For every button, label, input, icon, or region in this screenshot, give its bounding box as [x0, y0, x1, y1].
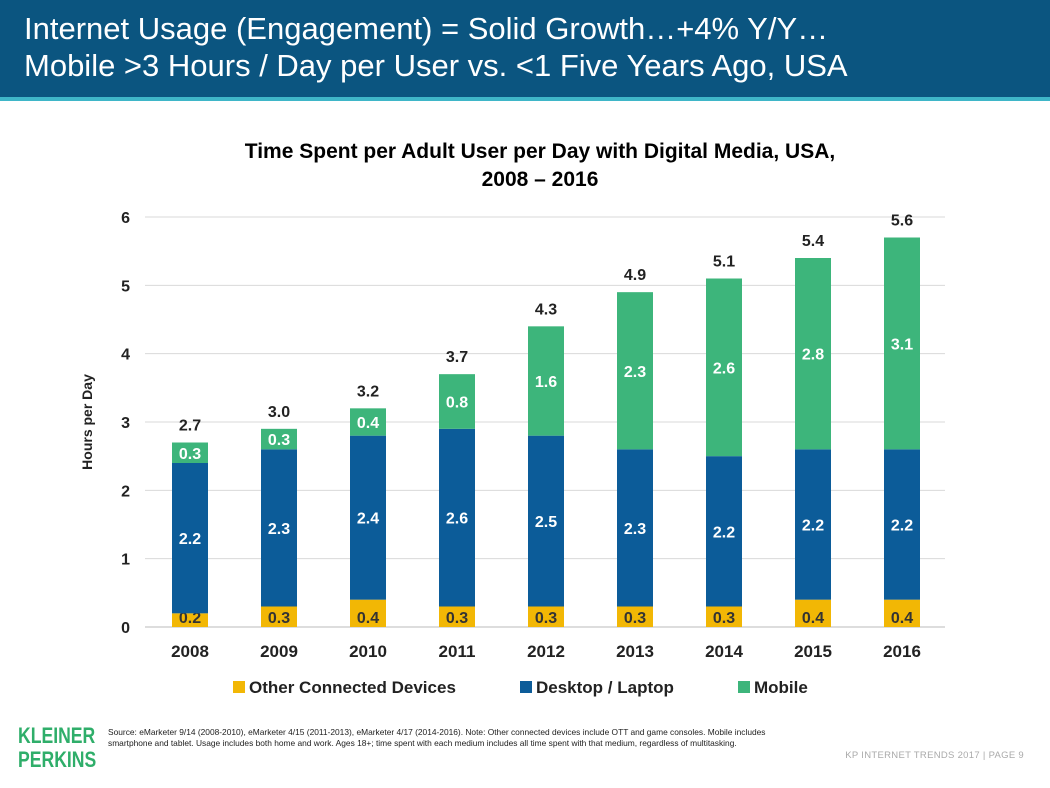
y-tick-label: 0	[121, 620, 130, 637]
data-label: 2.2	[179, 531, 201, 548]
data-label: 2.4	[357, 511, 379, 528]
total-label: 2.7	[179, 418, 201, 435]
slide-title-line1: Internet Usage (Engagement) = Solid Grow…	[24, 11, 829, 46]
data-label: 0.4	[891, 610, 913, 627]
y-tick-label: 2	[121, 483, 130, 500]
data-label: 0.8	[446, 395, 468, 412]
data-label: 0.4	[357, 415, 379, 432]
data-label: 0.3	[268, 432, 290, 449]
x-tick-label: 2008	[171, 642, 209, 661]
kleiner-perkins-logo: KLEINER PERKINS	[18, 723, 97, 772]
bar-segment-mobile	[884, 237, 920, 450]
data-label: 0.3	[268, 610, 290, 627]
x-tick-label: 2014	[705, 642, 743, 661]
x-tick-label: 2013	[616, 642, 654, 661]
data-label: 0.3	[179, 446, 201, 463]
legend-label: Other Connected Devices	[249, 678, 456, 697]
data-label: 2.2	[713, 524, 735, 541]
data-label: 2.3	[624, 364, 646, 381]
bar-segment-mobile	[350, 408, 386, 436]
bar-segment-mobile	[617, 292, 653, 450]
x-tick-label: 2010	[349, 642, 387, 661]
y-tick-label: 6	[121, 210, 130, 227]
data-label: 0.4	[357, 610, 379, 627]
legend-swatch	[233, 681, 245, 693]
page-info: KP INTERNET TRENDS 2017 | PAGE 9	[845, 750, 1024, 761]
y-tick-label: 5	[121, 278, 130, 295]
legend-swatch	[520, 681, 532, 693]
total-label: 5.6	[891, 213, 913, 230]
bar-segment-other-connected-devices	[350, 599, 386, 627]
y-tick-label: 1	[121, 552, 130, 569]
stacked-bar-chart: Time Spent per Adult User per Day with D…	[79, 140, 945, 697]
bar-segment-desktop-laptop	[706, 456, 742, 607]
y-tick-label: 3	[121, 415, 130, 432]
slide-title-line2: Mobile >3 Hours / Day per User vs. <1 Fi…	[24, 48, 848, 83]
data-label: 3.1	[891, 336, 913, 353]
bar-segment-desktop-laptop	[350, 435, 386, 600]
bar-segment-desktop-laptop	[795, 449, 831, 600]
data-label: 2.2	[891, 518, 913, 535]
chart-title: Time Spent per Adult User per Day with D…	[245, 140, 835, 163]
bar-segment-desktop-laptop	[617, 449, 653, 607]
data-label: 0.4	[802, 610, 824, 627]
bar-segment-mobile	[528, 326, 564, 436]
x-tick-label: 2015	[794, 642, 832, 661]
bar-segment-desktop-laptop	[439, 428, 475, 607]
total-label: 4.3	[535, 301, 557, 318]
data-label: 0.3	[713, 610, 735, 627]
bar-segment-desktop-laptop	[528, 435, 564, 607]
bar-segment-desktop-laptop	[261, 449, 297, 607]
x-tick-label: 2012	[527, 642, 565, 661]
data-label: 2.3	[268, 521, 290, 538]
data-label: 1.6	[535, 374, 557, 391]
bar-segment-mobile	[172, 442, 208, 463]
legend-swatch	[738, 681, 750, 693]
bar-segment-other-connected-devices	[172, 613, 208, 627]
bar-segment-mobile	[795, 258, 831, 450]
total-label: 3.7	[446, 349, 468, 366]
bar-segment-other-connected-devices	[617, 606, 653, 627]
bar-segment-desktop-laptop	[172, 463, 208, 614]
bar-segment-mobile	[261, 428, 297, 450]
x-tick-label: 2011	[439, 642, 476, 661]
data-label: 0.3	[535, 610, 557, 627]
bar-segment-mobile	[439, 374, 475, 429]
legend-label: Desktop / Laptop	[536, 678, 674, 697]
x-tick-label: 2009	[260, 642, 298, 661]
total-label: 3.2	[357, 383, 379, 400]
legend-label: Mobile	[754, 678, 808, 697]
data-label: 2.3	[624, 521, 646, 538]
x-tick-label: 2016	[883, 642, 921, 661]
total-label: 5.1	[713, 254, 735, 271]
slide-header: Internet Usage (Engagement) = Solid Grow…	[0, 0, 1050, 101]
bar-segment-other-connected-devices	[706, 606, 742, 627]
total-label: 5.4	[802, 233, 824, 250]
bar-segment-other-connected-devices	[261, 606, 297, 627]
data-label: 2.5	[535, 514, 557, 531]
data-label: 2.8	[802, 347, 824, 364]
bar-segment-other-connected-devices	[528, 606, 564, 627]
data-label: 0.3	[446, 610, 468, 627]
bar-segment-mobile	[706, 278, 742, 457]
data-label: 2.6	[713, 360, 735, 377]
data-label: 0.2	[179, 610, 201, 627]
bar-segment-other-connected-devices	[884, 599, 920, 627]
source-note: Source: eMarketer 9/14 (2008-2010), eMar…	[108, 727, 766, 748]
bar-segment-other-connected-devices	[439, 606, 475, 627]
data-label: 2.2	[802, 518, 824, 535]
y-axis-label: Hours per Day	[79, 374, 95, 470]
y-tick-label: 4	[121, 347, 130, 364]
data-label: 0.3	[624, 610, 646, 627]
total-label: 3.0	[268, 404, 290, 421]
chart-subtitle: 2008 – 2016	[482, 168, 599, 191]
total-label: 4.9	[624, 267, 646, 284]
data-label: 2.6	[446, 511, 468, 528]
bar-segment-desktop-laptop	[884, 449, 920, 600]
bar-segment-other-connected-devices	[795, 599, 831, 627]
